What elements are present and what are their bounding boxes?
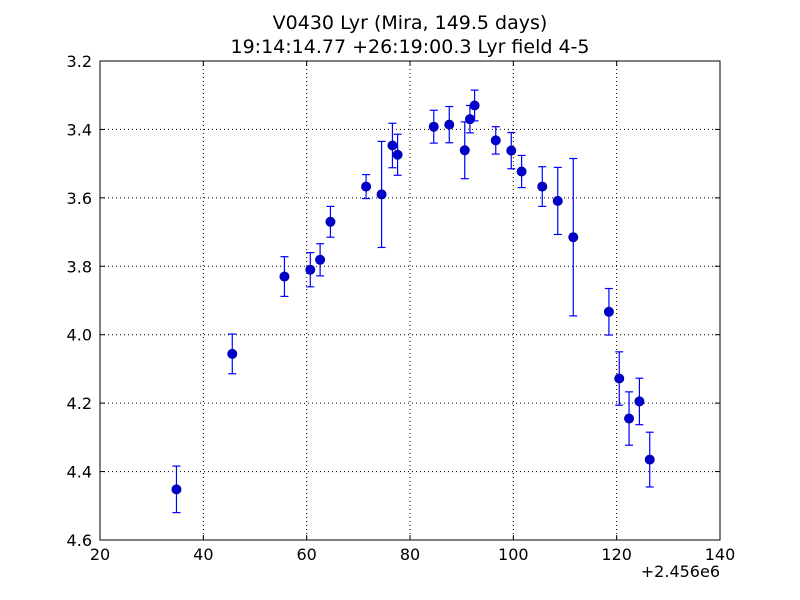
data-point <box>444 119 455 130</box>
data-point <box>376 189 387 200</box>
x-tick-label: 100 <box>498 545 529 564</box>
x-offset-label: +2.456e6 <box>641 562 720 581</box>
data-point <box>490 135 501 146</box>
data-point <box>469 100 480 111</box>
y-tick-label: 3.8 <box>67 257 92 276</box>
data-series <box>171 89 655 514</box>
data-point <box>392 149 403 160</box>
data-point <box>227 348 238 359</box>
y-tick-label: 4.2 <box>67 394 92 413</box>
data-point <box>644 454 655 465</box>
data-point <box>552 195 563 206</box>
plot-frame <box>99 60 721 541</box>
data-point <box>603 306 614 317</box>
y-tick-label: 3.2 <box>67 52 92 71</box>
x-tick-label: 140 <box>705 545 736 564</box>
x-tick-label: 120 <box>601 545 632 564</box>
x-tick-label: 20 <box>90 545 110 564</box>
data-point <box>279 271 290 282</box>
data-point <box>634 396 645 407</box>
data-point <box>568 232 579 243</box>
data-point <box>464 114 475 125</box>
data-point <box>171 484 182 495</box>
y-tick-label: 3.4 <box>67 120 92 139</box>
data-point <box>459 145 470 156</box>
data-point <box>325 216 336 227</box>
chart-title: V0430 Lyr (Mira, 149.5 days) <box>273 12 548 34</box>
y-tick-label: 4.0 <box>67 326 92 345</box>
data-point <box>516 166 527 177</box>
y-tick-label: 4.6 <box>67 531 92 550</box>
data-point <box>614 373 625 384</box>
data-point <box>387 140 398 151</box>
data-point <box>361 181 372 192</box>
data-point <box>315 254 326 265</box>
data-point <box>506 145 517 156</box>
y-tick-label: 3.6 <box>67 189 92 208</box>
data-point <box>624 413 635 424</box>
x-tick-label: 60 <box>296 545 316 564</box>
grid <box>100 61 720 540</box>
x-tick-label: 40 <box>193 545 213 564</box>
data-point <box>305 264 316 275</box>
axis-ticks: 20 40 60 80 100 120 140 3.2 3.4 3.6 3.8 4.0 4.2 4.4 4.… <box>67 52 736 564</box>
data-point <box>428 121 439 132</box>
data-point <box>537 181 548 192</box>
chart-subtitle: 19:14:14.77 +26:19:00.3 Lyr field 4-5 <box>230 36 589 58</box>
y-tick-label: 4.4 <box>67 463 92 482</box>
x-tick-label: 80 <box>400 545 420 564</box>
